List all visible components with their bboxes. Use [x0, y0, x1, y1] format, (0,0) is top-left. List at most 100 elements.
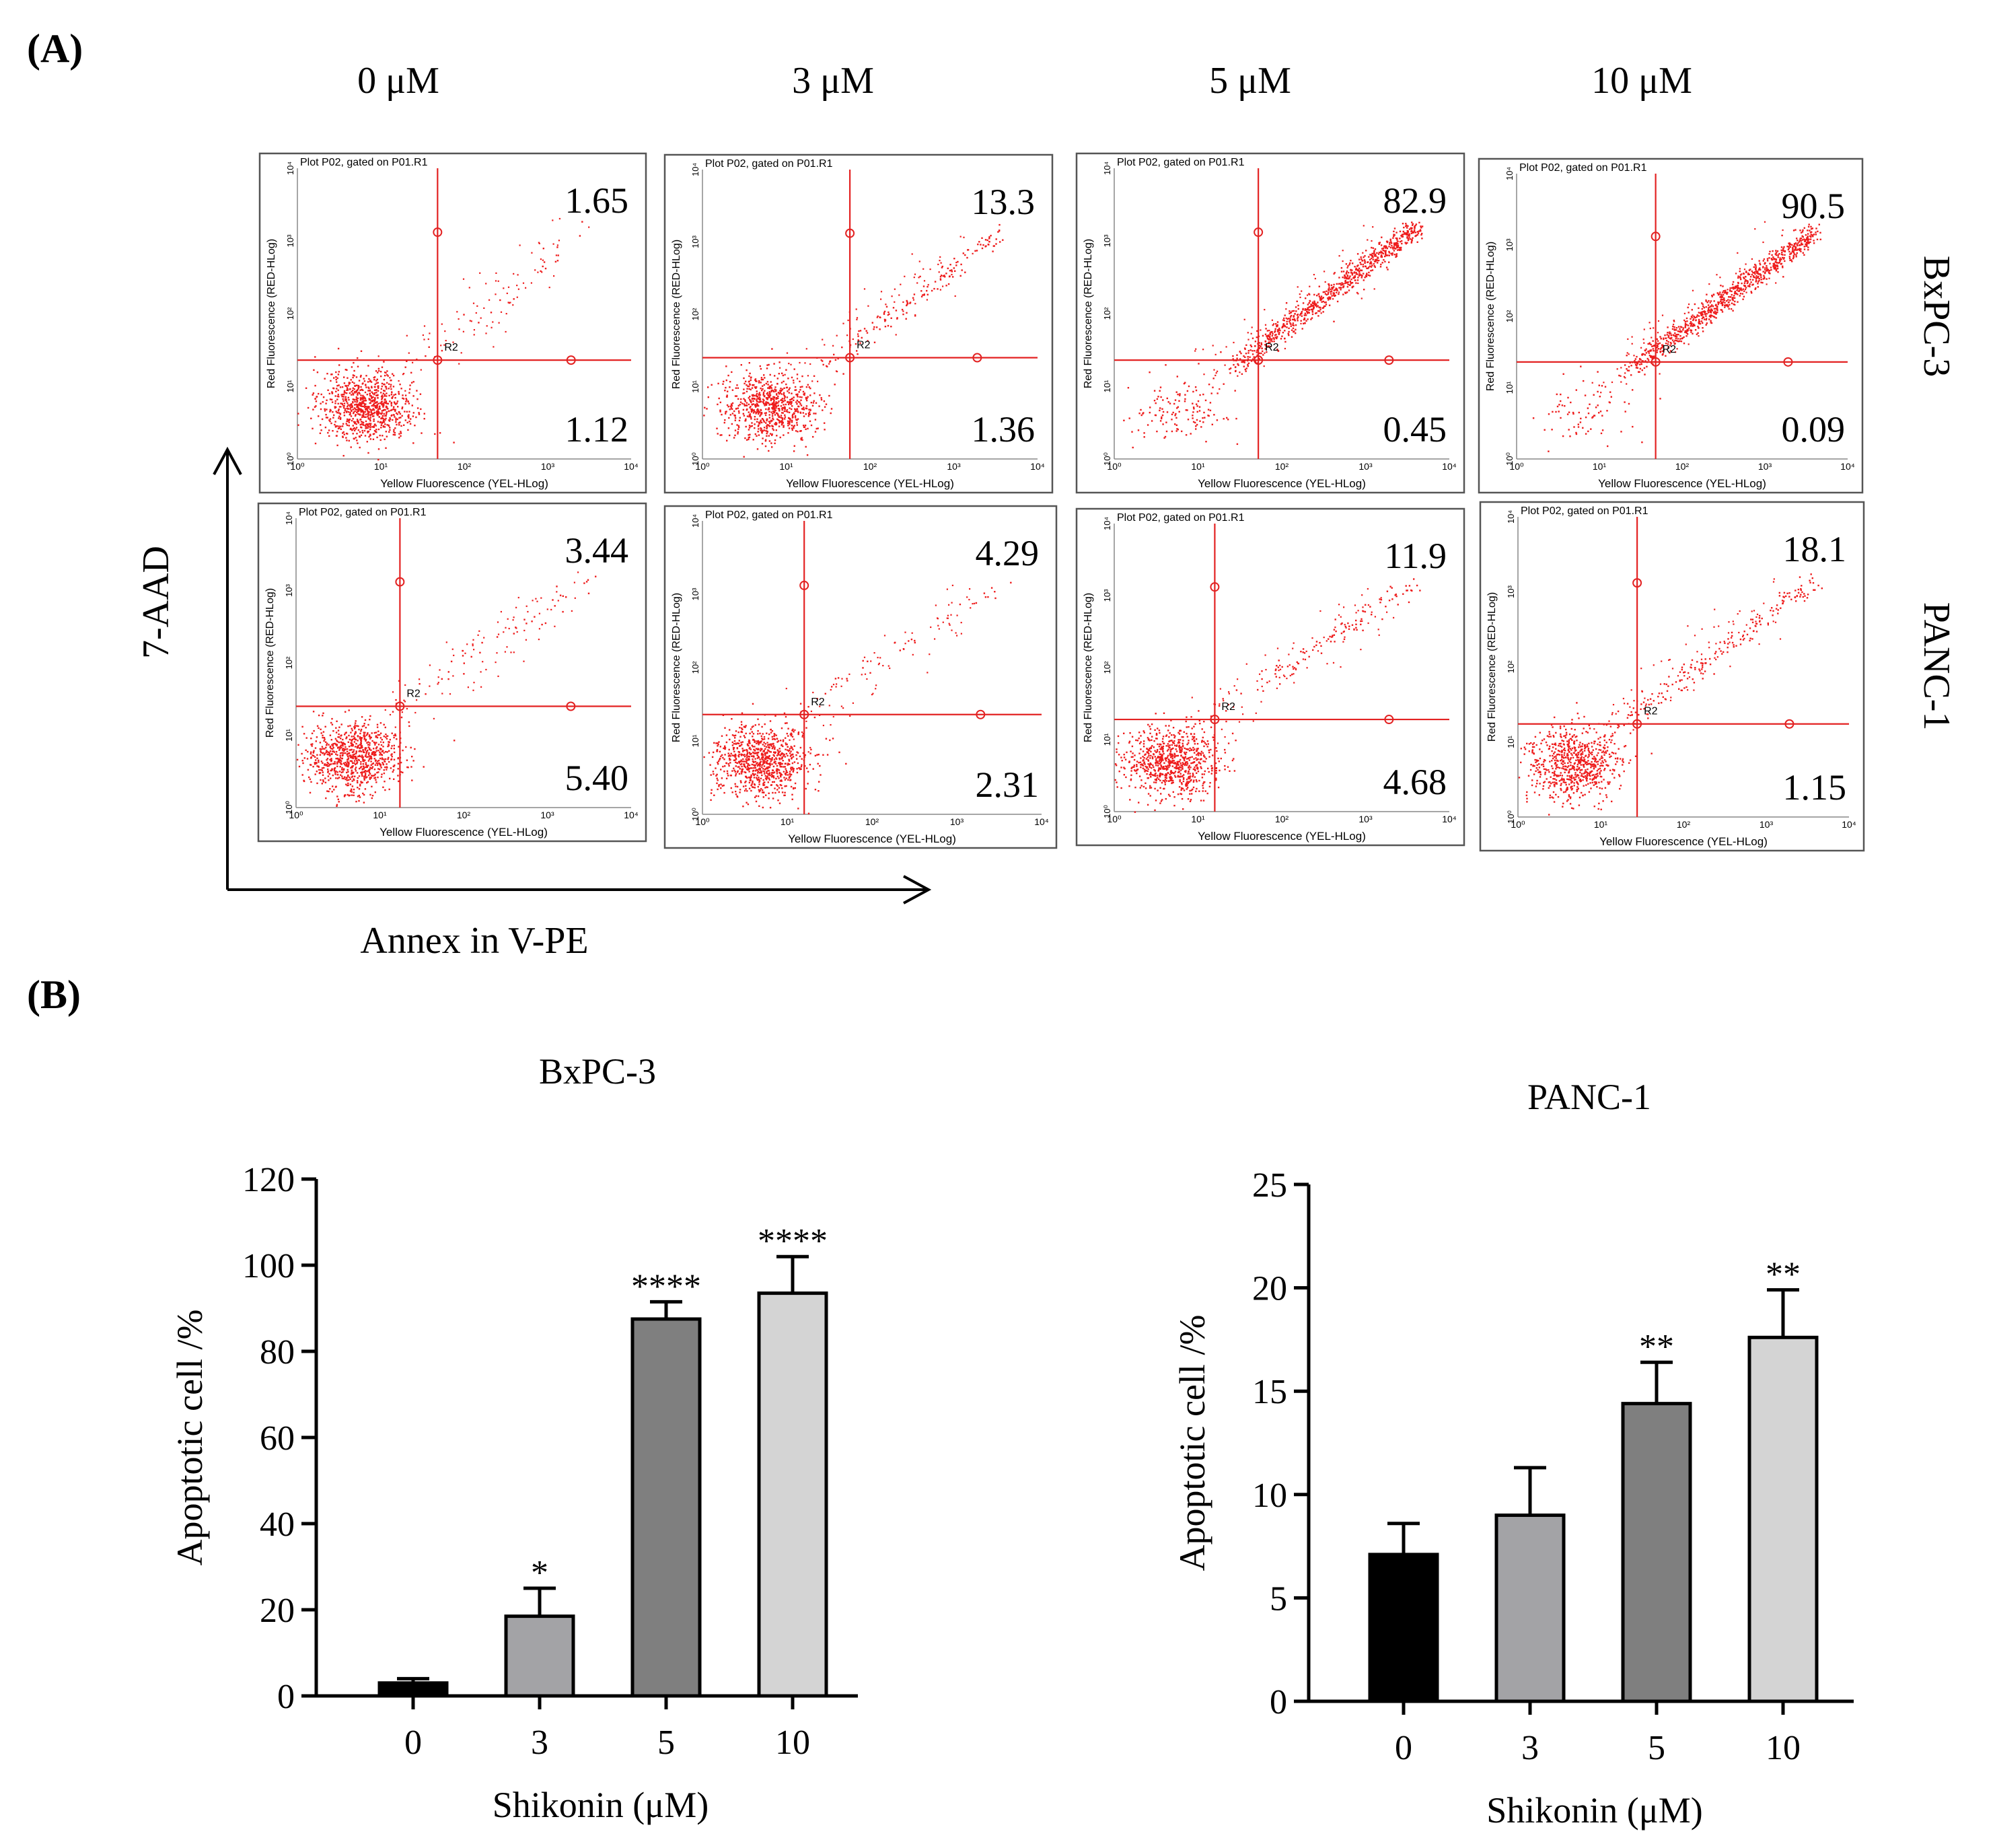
- upper-right-percent: 3.44: [565, 530, 629, 571]
- flow-scatter-points: [1114, 578, 1421, 813]
- flow-plot-frame: [1075, 507, 1465, 847]
- gate-handle-icon: [1651, 357, 1661, 367]
- flow-x-tick: 10²: [457, 810, 471, 820]
- flow-y-tick: 10¹: [690, 734, 700, 747]
- flow-plot-r0-c1: Plot P02, gated on P01.R1 Yellow Fluoresc…: [663, 153, 1054, 494]
- flow-scatter-points: [1123, 221, 1424, 449]
- x-tick-label: 3: [1521, 1729, 1539, 1767]
- flow-y-tick: 10⁴: [1102, 162, 1112, 175]
- flow-y-tick: 10¹: [690, 380, 700, 392]
- upper-right-percent: 4.29: [976, 533, 1040, 573]
- cell-line-label-bxpc3: BxPC-3: [1916, 256, 1957, 378]
- y-axis-label: Apoptotic cell /%: [170, 1310, 210, 1566]
- flow-cytometry-grid: Plot P02, gated on P01.R1 Yellow Fluoresc…: [257, 152, 1865, 852]
- flow-plot-header: Plot P02, gated on P01.R1: [705, 158, 833, 170]
- flow-inner-x-label: Yellow Fluorescence (YEL-HLog): [1198, 477, 1366, 490]
- flow-x-tick: 10⁰: [289, 810, 303, 820]
- y-axis-label: Apoptotic cell /%: [1172, 1315, 1212, 1571]
- lower-right-percent: 1.15: [1783, 767, 1847, 808]
- x-tick-label: 0: [404, 1723, 422, 1762]
- flow-x-tick: 10¹: [1191, 814, 1205, 824]
- flow-inner-y-label: Red Fluorescence (RED-HLog): [1083, 239, 1094, 388]
- y-tick-label: 10: [1252, 1477, 1287, 1515]
- gate-label: R2: [811, 697, 825, 708]
- significance-marker: *: [531, 1554, 548, 1592]
- y-tick-label: 20: [1252, 1270, 1287, 1308]
- y-tick-label: 5: [1270, 1579, 1287, 1618]
- x-tick-label: 3: [531, 1723, 548, 1762]
- x-tick-label: 5: [1648, 1729, 1665, 1767]
- outer-axes: [213, 446, 932, 904]
- gate-label: R2: [1644, 706, 1658, 717]
- lower-right-percent: 2.31: [976, 765, 1040, 805]
- y-tick-label: 120: [242, 1161, 295, 1199]
- flow-x-tick: 10⁴: [624, 810, 639, 820]
- flow-x-tick: 10⁰: [1509, 461, 1524, 472]
- gate-handle-icon: [845, 228, 855, 238]
- gate-handle-icon: [1632, 578, 1642, 588]
- y-tick-label: 0: [1270, 1683, 1287, 1721]
- flow-plot-r0-c3: Plot P02, gated on P01.R1 Yellow Fluoresc…: [1478, 157, 1864, 494]
- flow-x-tick: 10¹: [781, 816, 795, 827]
- panel-b-label: (B): [27, 972, 81, 1017]
- flow-y-tick: 10¹: [1504, 381, 1515, 394]
- flow-inner-y-label: Red Fluorescence (RED-HLog): [1083, 593, 1094, 742]
- flow-y-tick: 10²: [690, 308, 700, 320]
- flow-plot-frame: [258, 152, 647, 494]
- flow-y-tick: 10³: [1102, 234, 1112, 247]
- flow-plot-frame: [663, 153, 1054, 494]
- flow-inner-y-label: Red Fluorescence (RED-HLog): [264, 588, 276, 738]
- lower-right-percent: 0.09: [1782, 409, 1846, 450]
- flow-inner-x-label: Yellow Fluorescence (YEL-HLog): [1198, 830, 1366, 843]
- flow-x-tick: 10³: [950, 816, 964, 827]
- flow-x-tick: 10⁴: [1030, 461, 1045, 472]
- flow-y-tick: 10³: [1506, 585, 1516, 598]
- upper-right-percent: 90.5: [1782, 186, 1846, 226]
- flow-plot-frame: [1479, 501, 1865, 852]
- significance-marker: **: [1766, 1256, 1801, 1294]
- outer-x-axis-label: Annex in V-PE: [360, 920, 588, 962]
- bar-chart-panc-1: PANC-1 0 5 10 15 20 25 Apoptotic cell /% Shikoni…: [1172, 1077, 1854, 1831]
- flow-plot-frame: [257, 502, 647, 843]
- lower-right-percent: 5.40: [565, 758, 629, 798]
- flow-x-tick: 10³: [1358, 814, 1373, 824]
- flow-x-tick: 10⁰: [1107, 814, 1122, 824]
- flow-scatter-points: [703, 223, 1004, 458]
- flow-x-tick: 10²: [865, 816, 879, 827]
- flow-x-tick: 10²: [1675, 461, 1690, 472]
- flow-plot-frame: [663, 505, 1058, 849]
- y-tick-label: 100: [242, 1247, 295, 1285]
- gate-handle-icon: [976, 709, 986, 719]
- gate-handle-icon: [433, 227, 443, 238]
- flow-y-tick: 10⁴: [690, 163, 700, 176]
- flow-x-tick: 10⁴: [1442, 814, 1457, 824]
- gate-handle-icon: [566, 355, 576, 365]
- gate-label: R2: [1265, 342, 1279, 353]
- gate-label: R2: [1663, 344, 1677, 355]
- flow-x-tick: 10²: [863, 461, 877, 472]
- gate-handle-icon: [1254, 355, 1264, 365]
- upper-right-percent: 1.65: [565, 180, 629, 221]
- chart-title: BxPC-3: [539, 1051, 656, 1092]
- flow-plot-frame: [1478, 157, 1864, 494]
- significance-marker: **: [1639, 1328, 1674, 1366]
- lower-right-percent: 4.68: [1383, 762, 1447, 802]
- flow-y-tick: 10⁰: [1102, 452, 1112, 466]
- flow-x-tick: 10²: [458, 461, 472, 472]
- conc-label-1: 3 μM: [792, 60, 874, 102]
- flow-y-tick: 10³: [1504, 238, 1515, 251]
- y-tick-label: 0: [277, 1678, 295, 1716]
- cell-line-label-panc1: PANC-1: [1916, 602, 1957, 731]
- flow-inner-x-label: Yellow Fluorescence (YEL-HLog): [380, 477, 548, 490]
- y-tick-label: 15: [1252, 1373, 1287, 1411]
- y-tick-label: 60: [260, 1419, 295, 1458]
- flow-plot-header: Plot P02, gated on P01.R1: [1521, 505, 1648, 517]
- flow-inner-x-label: Yellow Fluorescence (YEL-HLog): [786, 477, 954, 490]
- flow-y-tick: 10⁴: [284, 511, 294, 525]
- conc-label-3: 10 μM: [1591, 60, 1692, 102]
- bar-5: [630, 1317, 702, 1698]
- flow-y-tick: 10²: [690, 661, 700, 674]
- gate-handle-icon: [1651, 232, 1661, 242]
- gate-handle-icon: [395, 701, 405, 711]
- conc-label-2: 5 μM: [1209, 60, 1291, 102]
